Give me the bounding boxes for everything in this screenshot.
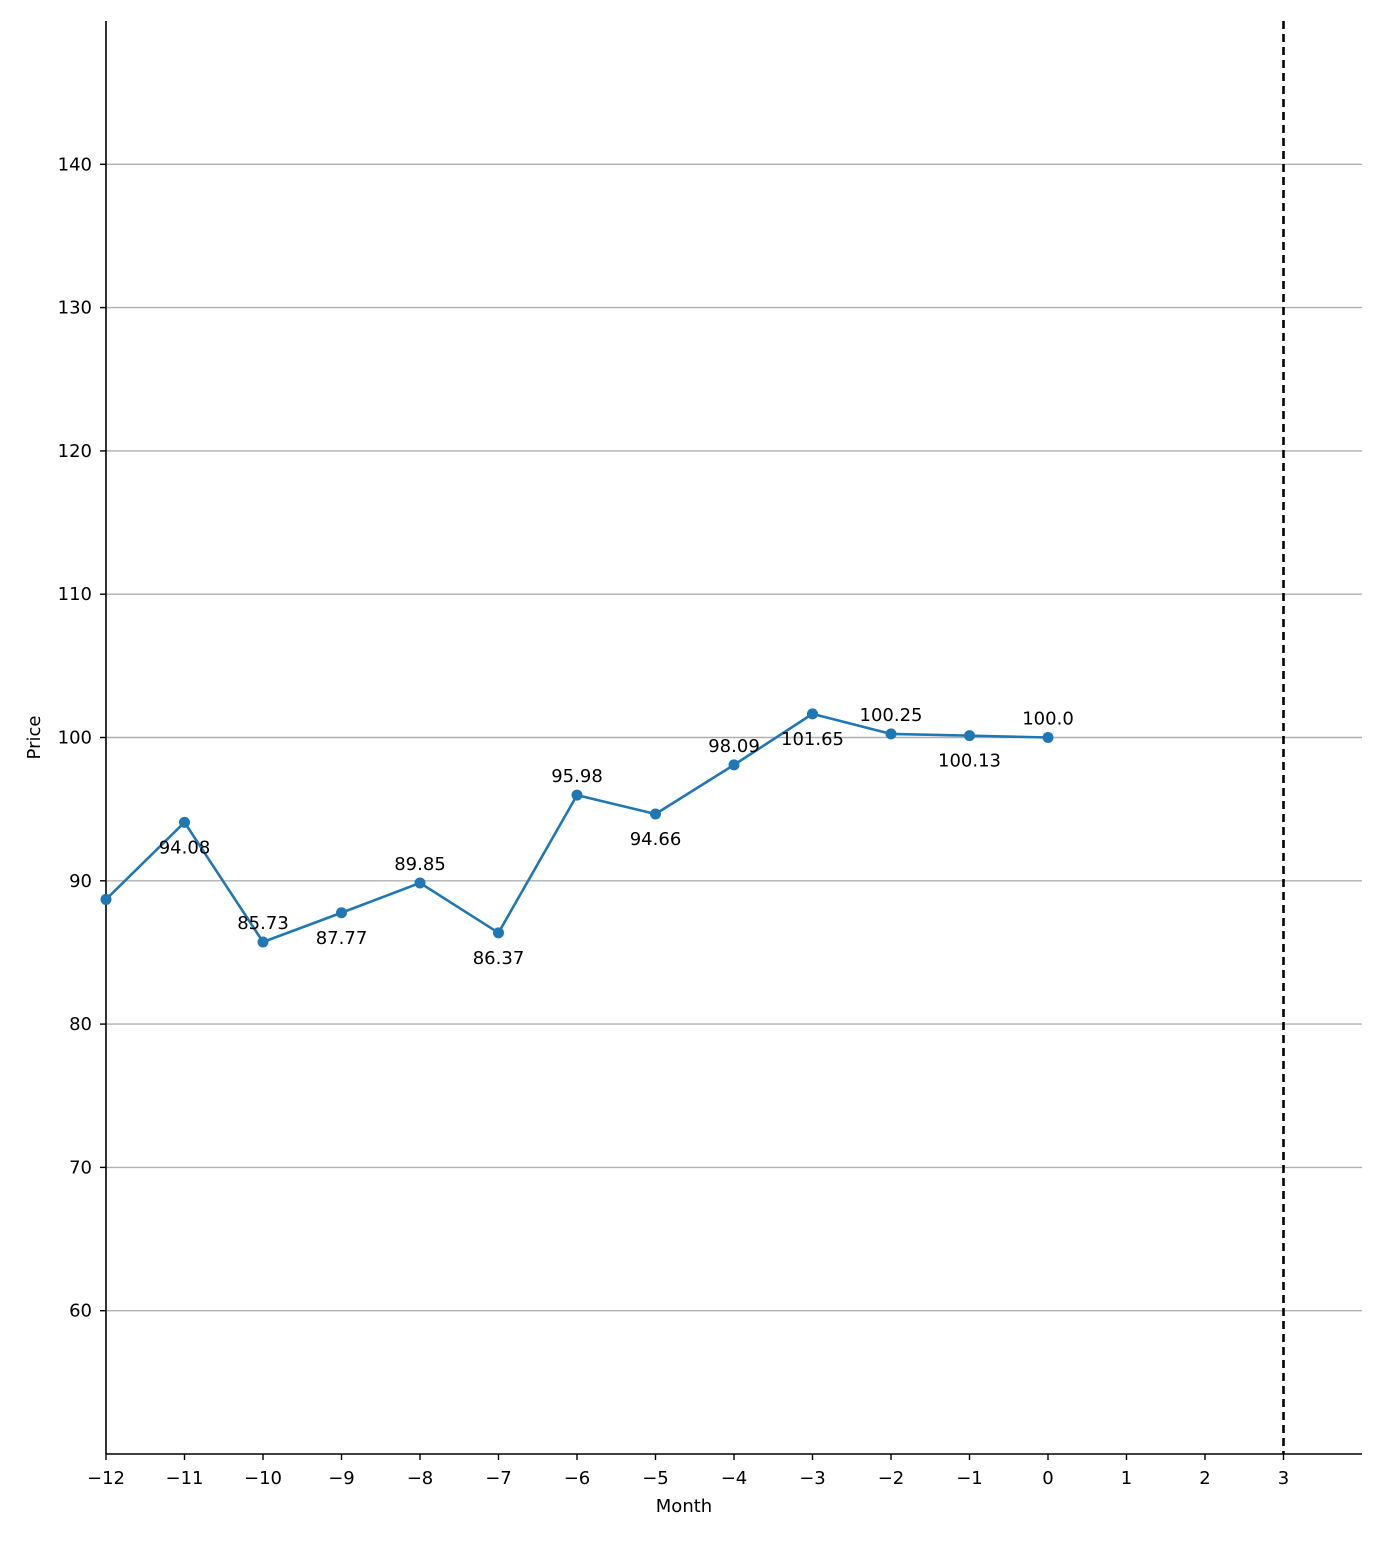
data-label: 89.85 (394, 854, 446, 875)
data-point (100, 893, 112, 905)
y-axis-title: Price (24, 716, 45, 760)
data-label: 85.73 (237, 913, 289, 934)
x-tick-label: −1 (956, 1468, 983, 1489)
data-point (650, 808, 661, 820)
data-point (964, 730, 975, 742)
y-tick-label: 90 (69, 871, 92, 892)
y-tick-label: 130 (58, 298, 92, 319)
y-tick-label: 80 (69, 1014, 92, 1035)
data-label: 100.0 (1022, 709, 1074, 730)
data-point (571, 789, 583, 801)
data-label: 98.09 (708, 736, 760, 757)
x-tick-label: 1 (1121, 1468, 1132, 1489)
x-tick-label: 3 (1278, 1468, 1289, 1489)
data-point (336, 907, 347, 919)
x-tick-label: −4 (721, 1468, 748, 1489)
data-label: 95.98 (551, 766, 603, 787)
x-tick-label: −8 (407, 1468, 434, 1489)
y-tick-label: 140 (58, 154, 92, 175)
y-tick-label: 70 (69, 1157, 92, 1178)
data-label-layer: 94.08 85.73 87.77 89.85 86.37 95.98 94.66 98.09… (159, 705, 1074, 969)
x-tick-label: −11 (166, 1468, 204, 1489)
data-point (493, 927, 504, 939)
y-tick-label: 60 (69, 1301, 92, 1322)
data-point (414, 877, 426, 889)
x-tick-label: −5 (642, 1468, 669, 1489)
data-label: 94.08 (159, 837, 211, 858)
data-point (179, 816, 190, 828)
data-label: 100.13 (938, 751, 1001, 772)
y-tick-label: 100 (58, 728, 92, 749)
x-tick-label: −3 (799, 1468, 826, 1489)
data-point (1042, 732, 1054, 743)
series-line (105, 712, 1049, 944)
data-point (257, 936, 269, 948)
grid-layer (106, 163, 1362, 1312)
data-point (807, 708, 818, 720)
x-tick-label: −10 (244, 1468, 282, 1489)
data-point (885, 728, 897, 740)
x-tick-label: −9 (328, 1468, 355, 1489)
data-label: 94.66 (630, 829, 682, 850)
x-tick-label: −7 (485, 1468, 512, 1489)
data-label: 87.77 (316, 928, 368, 949)
x-tick-label: −2 (878, 1468, 905, 1489)
data-label: 100.25 (860, 705, 923, 726)
y-tick-label: 120 (58, 441, 92, 462)
x-axis-title: Month (656, 1496, 712, 1517)
data-point (728, 759, 740, 771)
data-label: 86.37 (473, 948, 525, 969)
data-label: 101.65 (781, 729, 844, 750)
series-layer (100, 708, 1054, 948)
x-tick-label: −12 (87, 1468, 125, 1489)
x-tick-label: 0 (1042, 1468, 1053, 1489)
x-tick-label: −6 (564, 1468, 591, 1489)
y-tick-label: 110 (58, 584, 92, 605)
x-tick-label: 2 (1199, 1468, 1210, 1489)
